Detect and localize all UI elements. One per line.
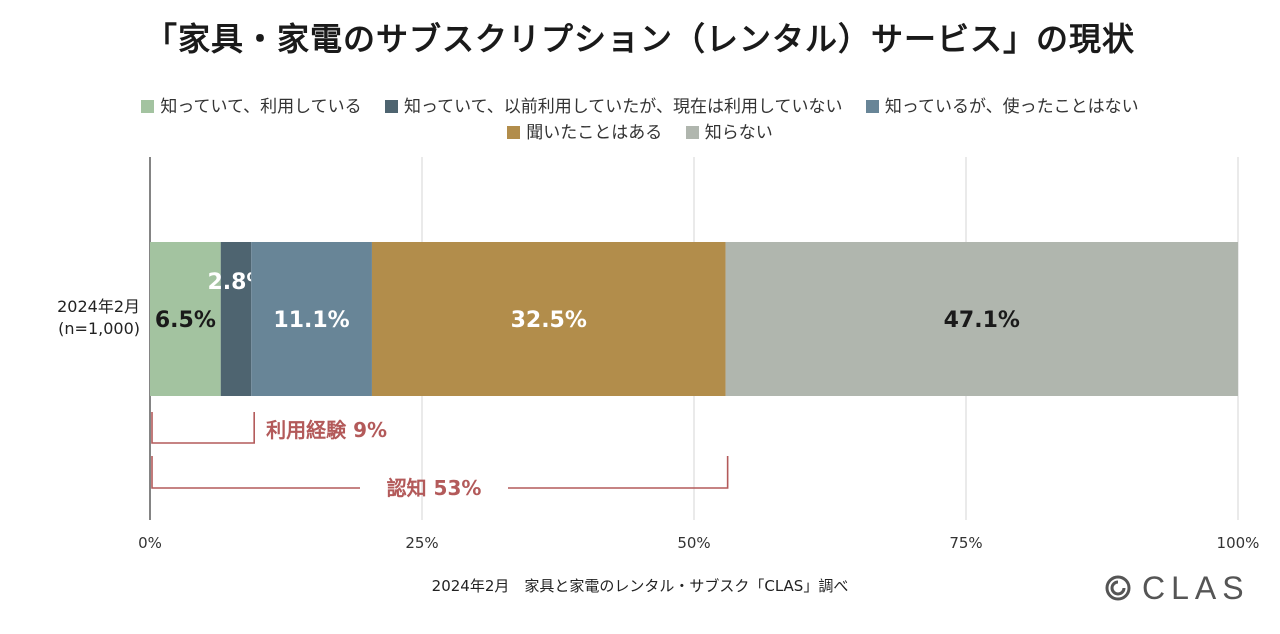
source-footnote: 2024年2月 家具と家電のレンタル・サブスク「CLAS」調べ — [431, 577, 849, 595]
legend-item: 知っていて、利用している — [141, 94, 362, 120]
annotation-bracket — [151, 456, 360, 489]
legend-label: 知らない — [704, 123, 773, 143]
x-tick-label: 25% — [405, 534, 438, 552]
x-tick-label: 50% — [677, 534, 710, 552]
annotation-label: 認知 53% — [387, 476, 482, 500]
annotation-bracket — [508, 456, 729, 489]
y-tick-label: (n=1,000) — [58, 319, 140, 338]
chart-title: 「家具・家電のサブスクリプション（レンタル）サービス」の現状 — [144, 20, 1135, 58]
legend-swatch — [385, 100, 399, 113]
data-label: 11.1% — [273, 308, 349, 333]
legend-item: 知っているが、使ったことはない — [865, 94, 1139, 120]
clas-logo: CLAS — [1104, 568, 1250, 608]
legend-item: 知っていて、以前利用していたが、現在は利用していない — [385, 94, 842, 120]
data-label: 32.5% — [511, 308, 587, 333]
bar-segment — [150, 242, 221, 396]
clas-logo-icon — [1105, 575, 1131, 601]
legend-label: 知っていて、利用している — [160, 97, 362, 117]
legend-item: 聞いたことはある — [507, 120, 662, 146]
x-tick-label: 0% — [138, 534, 162, 552]
legend-swatch — [865, 100, 879, 113]
legend-item: 知らない — [685, 120, 773, 146]
bar-segment — [251, 242, 372, 396]
annotation-bracket — [151, 412, 255, 444]
bar-segment — [725, 242, 1238, 396]
bar-segment — [220, 242, 252, 396]
x-tick-label: 100% — [1217, 534, 1260, 552]
legend-label: 知っているが、使ったことはない — [884, 97, 1139, 117]
logo-text: CLAS — [1142, 569, 1250, 606]
data-label: 47.1% — [944, 308, 1020, 333]
legend-swatch — [141, 100, 155, 113]
bar-segment — [371, 242, 726, 396]
x-tick-label: 75% — [949, 534, 982, 552]
legend-label: 聞いたことはある — [526, 123, 663, 143]
legend-swatch — [685, 126, 699, 139]
y-tick-label: 2024年2月 — [57, 297, 140, 316]
data-label: 6.5% — [155, 308, 216, 333]
legend-swatch — [507, 126, 521, 139]
annotation-label: 利用経験 9% — [266, 418, 387, 442]
legend: 知っていて、利用している 知っていて、以前利用していたが、現在は利用していない … — [20, 94, 1260, 146]
legend-label: 知っていて、以前利用していたが、現在は利用していない — [404, 97, 843, 117]
